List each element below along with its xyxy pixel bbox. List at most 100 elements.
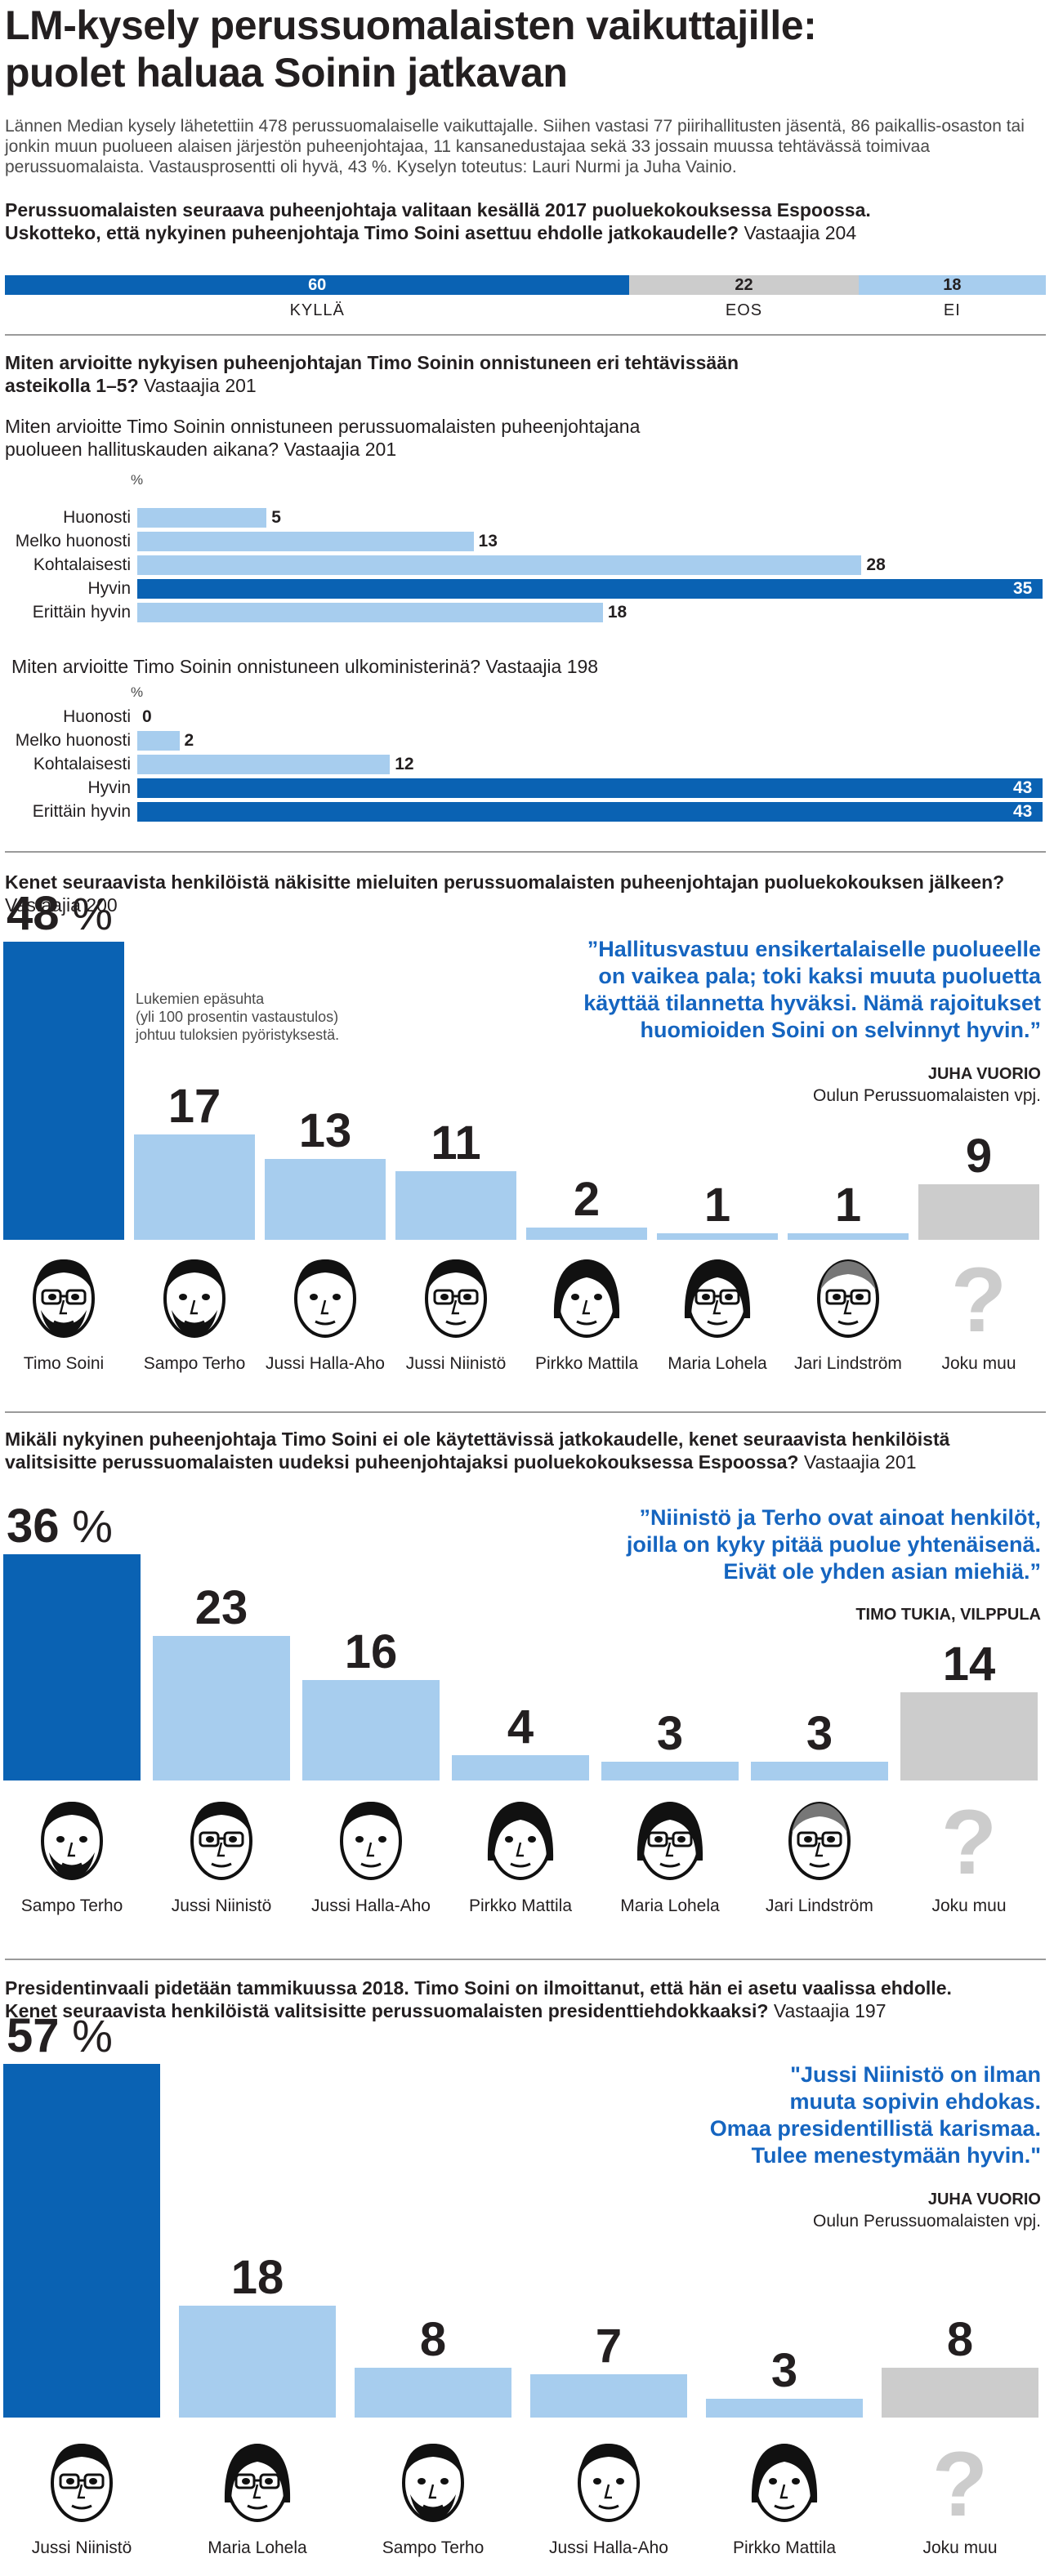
q5-bar-pirkko-mattila	[706, 2399, 863, 2418]
q4-value-unit-sampo-terho: %	[59, 1500, 113, 1552]
q2a-value-melko-huonosti: 13	[478, 532, 498, 550]
q3-value-jussi-niinisto: 11	[431, 1116, 481, 1170]
q5-value-pirkko-mattila: 3	[770, 2344, 798, 2398]
q5-photo-jussi-halla-aho-icon	[578, 2444, 640, 2522]
q2a-percent-label: %	[131, 472, 144, 488]
q3-name-joku-muu: Joku muu	[941, 1354, 1016, 1373]
q2a-value-erittain-hyvin: 18	[607, 603, 627, 622]
q3-name-maria-lohela: Maria Lohela	[668, 1354, 767, 1373]
q5-value-jussi-halla-aho: 7	[595, 2319, 623, 2373]
q4-value-pirkko-mattila: 4	[507, 1700, 534, 1754]
q3-photo-jari-lindstrom-icon	[817, 1259, 879, 1338]
q3-quote: ”Hallitusvastuu ensikertalaiselle puolue…	[453, 936, 1041, 1044]
svg-text:?: ?	[941, 1792, 997, 1887]
q1-line-2: Uskotteko, että nykyinen puheenjohtaja T…	[5, 222, 739, 243]
q3-name-sampo-terho: Sampo Terho	[143, 1354, 246, 1373]
q4-photo-joku-muu-question-mark-icon: ?	[941, 1792, 997, 1887]
q2b-respondents: Vastaajia 198	[485, 656, 599, 677]
q3-photo-joku-muu-question-mark-icon: ?	[951, 1250, 1007, 1344]
q3-bar-jari-lindstrom	[788, 1233, 909, 1240]
q3-photo-jussi-halla-aho-icon	[294, 1259, 356, 1338]
q4-line-1: Mikäli nykyinen puheenjohtaja Timo Soini…	[5, 1428, 950, 1450]
q1-segment-ei: 18	[858, 275, 1046, 295]
q5-value-joku-muu: 8	[946, 2313, 974, 2367]
q2a-label-hyvin: Hyvin	[87, 579, 131, 598]
q4-value-sampo-terho: 36 %	[7, 1500, 186, 1553]
q5-line-2: Kenet seuraavista henkilöistä valitsisit…	[5, 2000, 769, 2021]
q2b-bar-kohtalaisesti	[137, 755, 391, 774]
q4-respondents: Vastaajia 201	[803, 1451, 917, 1473]
q5-value-sampo-terho: 8	[419, 2313, 447, 2367]
q2-heading-1: Miten arvioitte nykyisen puheenjohtajan …	[5, 352, 739, 373]
q3-value-maria-lohela: 1	[703, 1179, 731, 1232]
q5-name-pirkko-mattila: Pirkko Mattila	[732, 2538, 837, 2557]
svg-text:?: ?	[932, 2434, 988, 2529]
q3-photo-timo-soini-icon	[33, 1259, 95, 1338]
q3-name-timo-soini: Timo Soini	[23, 1354, 105, 1373]
q2a-bar-huonosti	[137, 508, 267, 528]
q5-value-unit-jussi-niinisto: %	[59, 2009, 113, 2061]
q3-bar-pirkko-mattila	[526, 1227, 647, 1240]
q3-note: Lukemien epäsuhta (yli 100 prosentin vas…	[136, 990, 405, 1044]
q4-quote-line-3: Eivät ole yhden asian miehiä.”	[723, 1559, 1041, 1584]
q4-name-joku-muu: Joku muu	[931, 1896, 1007, 1915]
q5-value-jussi-niinisto: 57 %	[7, 2009, 186, 2062]
q1-stacked-bar-chart: 60 KYLLÄ 22 EOS 18 EI	[5, 275, 1046, 324]
q5-quote-line-4: Tulee menestymään hyvin."	[751, 2143, 1041, 2168]
q2-question: Miten arvioitte nykyisen puheenjohtajan …	[5, 351, 1043, 397]
q4-quote-author: TIMO TUKIA, VILPPULA	[855, 1606, 1041, 1624]
q4-name-jari-lindstrom: Jari Lindström	[766, 1896, 873, 1915]
q1-segment-eos: 22	[629, 275, 859, 295]
q3-question: Kenet seuraavista henkilöistä näkisitte …	[5, 871, 1051, 916]
q5-quote-author-role: Oulun Perussuomalaisten vpj.	[813, 2212, 1041, 2231]
q4-name-maria-lohela: Maria Lohela	[620, 1896, 720, 1915]
q2b-value-hyvin: 43	[1013, 778, 1033, 797]
q5-photo-sampo-terho-icon	[402, 2444, 464, 2522]
q5-quote-author: JUHA VUORIO	[927, 2190, 1041, 2208]
q2b-label-hyvin: Hyvin	[87, 778, 131, 797]
q4-name-jussi-halla-aho: Jussi Halla-Aho	[311, 1896, 431, 1915]
q5-photo-jussi-niinisto-icon	[51, 2444, 113, 2522]
q3-bar-sampo-terho	[134, 1134, 255, 1240]
q3-value-number-timo-soini: 48	[7, 887, 60, 941]
q4-value-jussi-niinisto: 23	[194, 1580, 248, 1634]
q3-value-unit-timo-soini: %	[59, 888, 113, 940]
q5-column-chart: 57 % Jussi Niinistö 18 Maria Lohela 8 Sampo T…	[0, 2009, 1054, 2576]
q2a-line-2: puolueen hallituskauden aikana?	[5, 439, 279, 460]
q3-respondents: Vastaajia 200	[5, 894, 118, 916]
q4-value-number-sampo-terho: 36	[7, 1499, 60, 1553]
q5-quote: "Jussi Niinistö on ilman muuta sopivin e…	[534, 2061, 1041, 2169]
q2b-label-kohtalaisesti: Kohtalaisesti	[33, 755, 131, 773]
q2-heading-2: asteikolla 1–5?	[5, 375, 139, 396]
q2b-value-melko-huonosti: 2	[184, 731, 194, 750]
q2a-label-huonosti: Huonosti	[63, 508, 131, 527]
q5-name-jussi-niinisto: Jussi Niinistö	[31, 2538, 132, 2557]
q3-bar-jussi-niinisto	[395, 1171, 516, 1240]
title-line-2: puolet haluaa Soinin jatkavan	[5, 50, 568, 96]
q2b-label-huonosti: Huonosti	[63, 707, 131, 726]
q4-quote: ”Niinistö ja Terho ovat ainoat henkilöt,…	[453, 1504, 1041, 1585]
q5-name-maria-lohela: Maria Lohela	[208, 2538, 307, 2557]
q4-line-2: valitsisitte perussuomalaisten uudeksi p…	[5, 1451, 799, 1473]
q4-column-chart: 36 % Sampo Terho 23 Jussi Niinistö 16 Jussi H…	[0, 1495, 1054, 1952]
q3-quote-line-2: on vaikea pala; toki kaksi muuta puoluet…	[598, 964, 1041, 988]
q3-bar-joku-muu	[918, 1183, 1039, 1240]
q3-name-jussi-halla-aho: Jussi Halla-Aho	[266, 1354, 385, 1373]
q3-photo-pirkko-mattila-icon	[553, 1259, 620, 1338]
q2b-bar-erittain-hyvin	[137, 802, 1043, 822]
q4-photo-jussi-niinisto-icon	[190, 1802, 252, 1880]
q4-photo-jussi-halla-aho-icon	[340, 1802, 402, 1880]
q4-bar-jussi-halla-aho	[302, 1679, 440, 1780]
q3-photo-sampo-terho-icon	[163, 1259, 226, 1338]
q3-value-sampo-terho: 17	[167, 1079, 221, 1133]
q5-bar-jussi-niinisto	[3, 2063, 160, 2418]
q1-value-eos: 22	[735, 276, 753, 294]
q5-bar-jussi-halla-aho	[530, 2373, 687, 2418]
q4-value-joku-muu: 14	[942, 1638, 996, 1691]
q2a-line-1: Miten arvioitte Timo Soinin onnistuneen …	[5, 416, 641, 437]
page-title: LM-kysely perussuomalaisten vaikuttajill…	[5, 2, 817, 96]
q4-quote-line-1: ”Niinistö ja Terho ovat ainoat henkilöt,	[639, 1505, 1041, 1530]
q4-name-jussi-niinisto: Jussi Niinistö	[171, 1896, 272, 1915]
q5-bar-joku-muu	[882, 2368, 1038, 2418]
q1-label-eos: EOS	[725, 301, 763, 319]
